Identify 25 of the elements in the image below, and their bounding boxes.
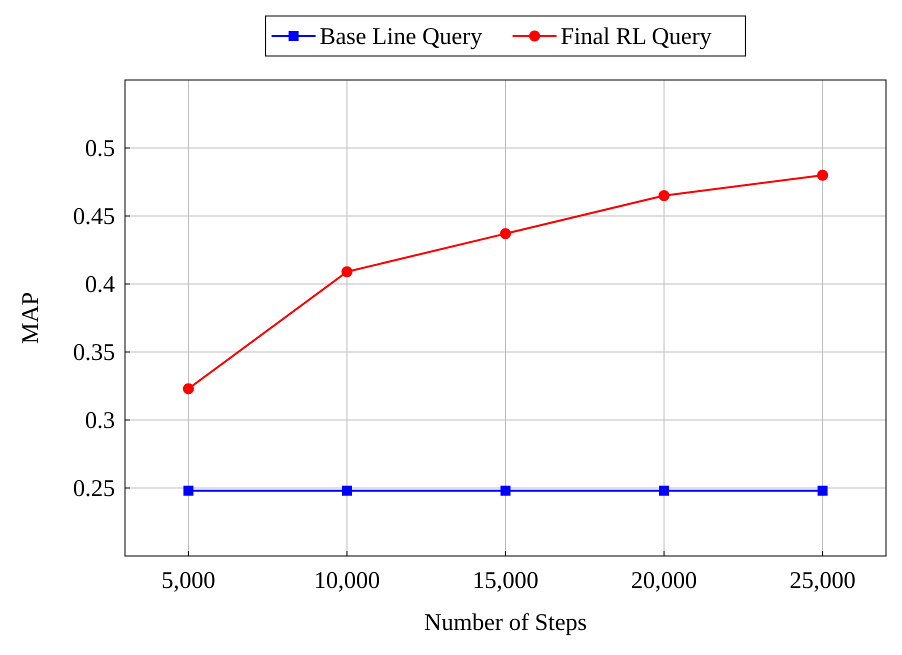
point xyxy=(342,486,352,496)
y-tick-label: 0.4 xyxy=(85,272,115,298)
legend-label: Base Line Query xyxy=(320,24,482,50)
x-tick-label: 20,000 xyxy=(631,568,698,594)
y-axis-title: MAP xyxy=(18,292,44,344)
x-axis-title: Number of Steps xyxy=(424,610,587,636)
point xyxy=(500,486,510,496)
point xyxy=(500,228,511,240)
y-tick-label: 0.45 xyxy=(73,204,115,230)
point xyxy=(818,486,828,496)
point xyxy=(658,190,670,202)
y-tick-label: 0.25 xyxy=(73,476,115,502)
x-tick-label: 5,000 xyxy=(161,568,216,594)
point xyxy=(817,170,828,181)
point xyxy=(341,266,352,278)
y-tick-label: 0.35 xyxy=(73,340,115,366)
x-tick-label: 25,000 xyxy=(790,568,856,594)
point xyxy=(183,486,194,496)
x-tick-label: 15,000 xyxy=(472,568,538,594)
y-tick-label: 0.3 xyxy=(85,408,115,434)
x-tick-label: 10,000 xyxy=(314,568,380,594)
point xyxy=(182,383,194,394)
legend-label: Final RL Query xyxy=(560,24,712,50)
y-tick-label: 0.5 xyxy=(85,136,115,162)
point xyxy=(659,486,670,496)
